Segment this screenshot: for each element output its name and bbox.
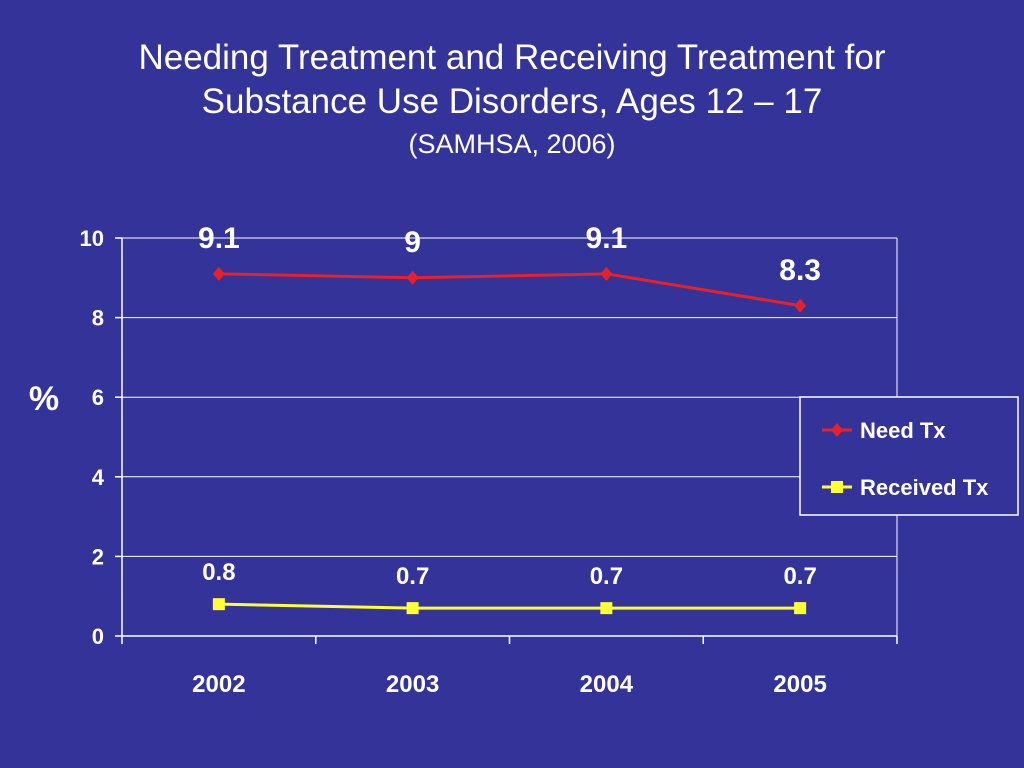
y-tick-label-4: 4 [92,465,105,490]
data-label-received-tx: 0.7 [396,563,429,590]
data-point-received-tx [406,602,419,615]
chart-subtitle: (SAMHSA, 2006) [408,129,616,159]
data-label-need-tx: 8.3 [779,254,821,287]
y-axis-label: % [29,380,59,418]
x-tick-label-2005: 2005 [773,671,826,698]
data-label-need-tx: 9 [404,226,421,259]
y-tick-label-6: 6 [92,385,104,410]
data-label-received-tx: 0.8 [202,559,235,586]
x-tick-label-2003: 2003 [386,671,439,698]
data-point-need-tx [406,270,419,285]
data-label-need-tx: 9.1 [586,222,628,255]
series-line-received-tx [218,602,801,610]
data-point-need-tx [212,266,225,281]
data-point-received-tx [600,602,613,615]
legend-label-received-tx: Received Tx [860,475,989,500]
chart-title-line-2: Substance Use Disorders, Ages 12 – 17 [201,82,823,121]
data-point-need-tx [794,298,807,313]
legend-box [799,396,1019,516]
data-point-received-tx [212,598,225,611]
y-tick-label-10: 10 [80,226,104,251]
y-tick-label-8: 8 [92,306,104,331]
chart-title-line-1: Needing Treatment and Receiving Treatmen… [138,38,886,77]
data-point-received-tx [794,602,807,615]
legend-marker-received-tx [831,481,843,493]
data-label-received-tx: 0.7 [783,563,816,590]
data-label-received-tx: 0.7 [590,563,623,590]
slide-title-block: Needing Treatment and Receiving Treatmen… [0,36,1024,162]
data-point-need-tx [600,266,613,281]
x-tick-label-2002: 2002 [192,671,245,698]
x-tick-label-2004: 2004 [580,671,634,698]
series-line-need-tx [218,272,801,308]
y-tick-label-2: 2 [92,544,104,569]
y-tick-label-0: 0 [92,624,104,649]
data-label-need-tx: 9.1 [198,222,240,255]
legend-marker-need-tx [831,423,843,437]
legend-label-need-tx: Need Tx [860,418,946,443]
